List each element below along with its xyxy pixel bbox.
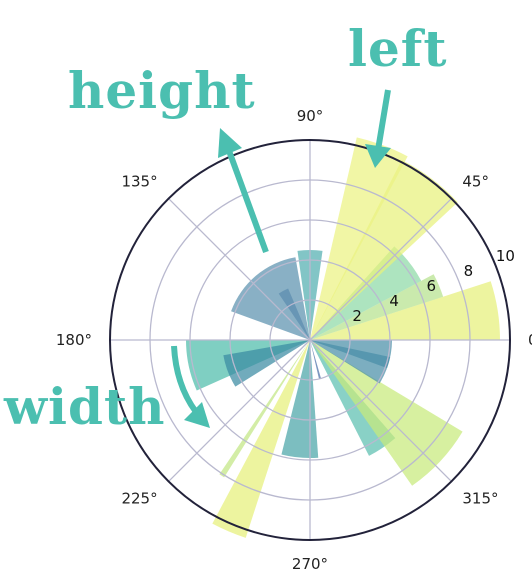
- radial-tick-label: 2: [352, 307, 362, 325]
- polar-bar: [223, 340, 310, 387]
- radial-tick-labels: 2 4 6 8 10: [352, 247, 515, 325]
- polar-bar: [310, 340, 392, 369]
- bars-layer: [186, 137, 500, 538]
- grid-layer: [109, 139, 511, 541]
- angular-tick-label: 180°: [56, 331, 92, 349]
- radial-tick-label: 4: [389, 292, 399, 310]
- polar-bar: [310, 274, 444, 340]
- polar-bar: [310, 137, 408, 340]
- polar-bar: [212, 340, 310, 538]
- angular-gridline: [168, 198, 311, 341]
- angular-gridline: [309, 198, 452, 341]
- angular-gridline: [309, 339, 452, 482]
- polar-bar: [219, 340, 310, 478]
- radial-tick-label: 8: [464, 262, 474, 280]
- polar-bar: [231, 257, 310, 340]
- polar-outer-spine: [109, 139, 511, 541]
- height-arrow-head-icon: [218, 128, 242, 158]
- polar-bar: [281, 340, 319, 458]
- angular-tick-label: 135°: [121, 173, 157, 191]
- angular-tick-label: 90°: [297, 107, 324, 125]
- polar-bar: [310, 281, 500, 340]
- polar-bar: [310, 340, 463, 486]
- angular-gridline: [168, 339, 311, 482]
- angular-tick-labels: 0° 45° 90° 135° 180° 225° 270° 315°: [56, 107, 532, 569]
- width-arrow-shaft: [171, 345, 199, 414]
- angular-tick-label: 315°: [462, 489, 498, 507]
- width-annotation: width: [3, 377, 165, 436]
- polar-bar: [310, 340, 391, 384]
- radial-tick-label: 6: [426, 277, 436, 295]
- left-arrow-shaft: [375, 89, 391, 151]
- height-annotation: height: [68, 61, 256, 120]
- left-annotation: left: [348, 19, 447, 78]
- angular-tick-label: 45°: [462, 173, 489, 191]
- height-arrow-shaft: [225, 146, 269, 254]
- polar-bar: [310, 160, 458, 340]
- polar-bar: [310, 246, 422, 340]
- polar-bar: [310, 340, 322, 379]
- radial-tick-label: 10: [496, 247, 515, 265]
- left-arrow-head-icon: [365, 144, 391, 168]
- angular-tick-label: 225°: [121, 489, 157, 507]
- width-arrow-head-icon: [184, 402, 210, 428]
- angular-tick-label: 270°: [292, 555, 328, 569]
- annotations-layer: height left width: [3, 19, 447, 436]
- angular-tick-label: 0°: [528, 331, 532, 349]
